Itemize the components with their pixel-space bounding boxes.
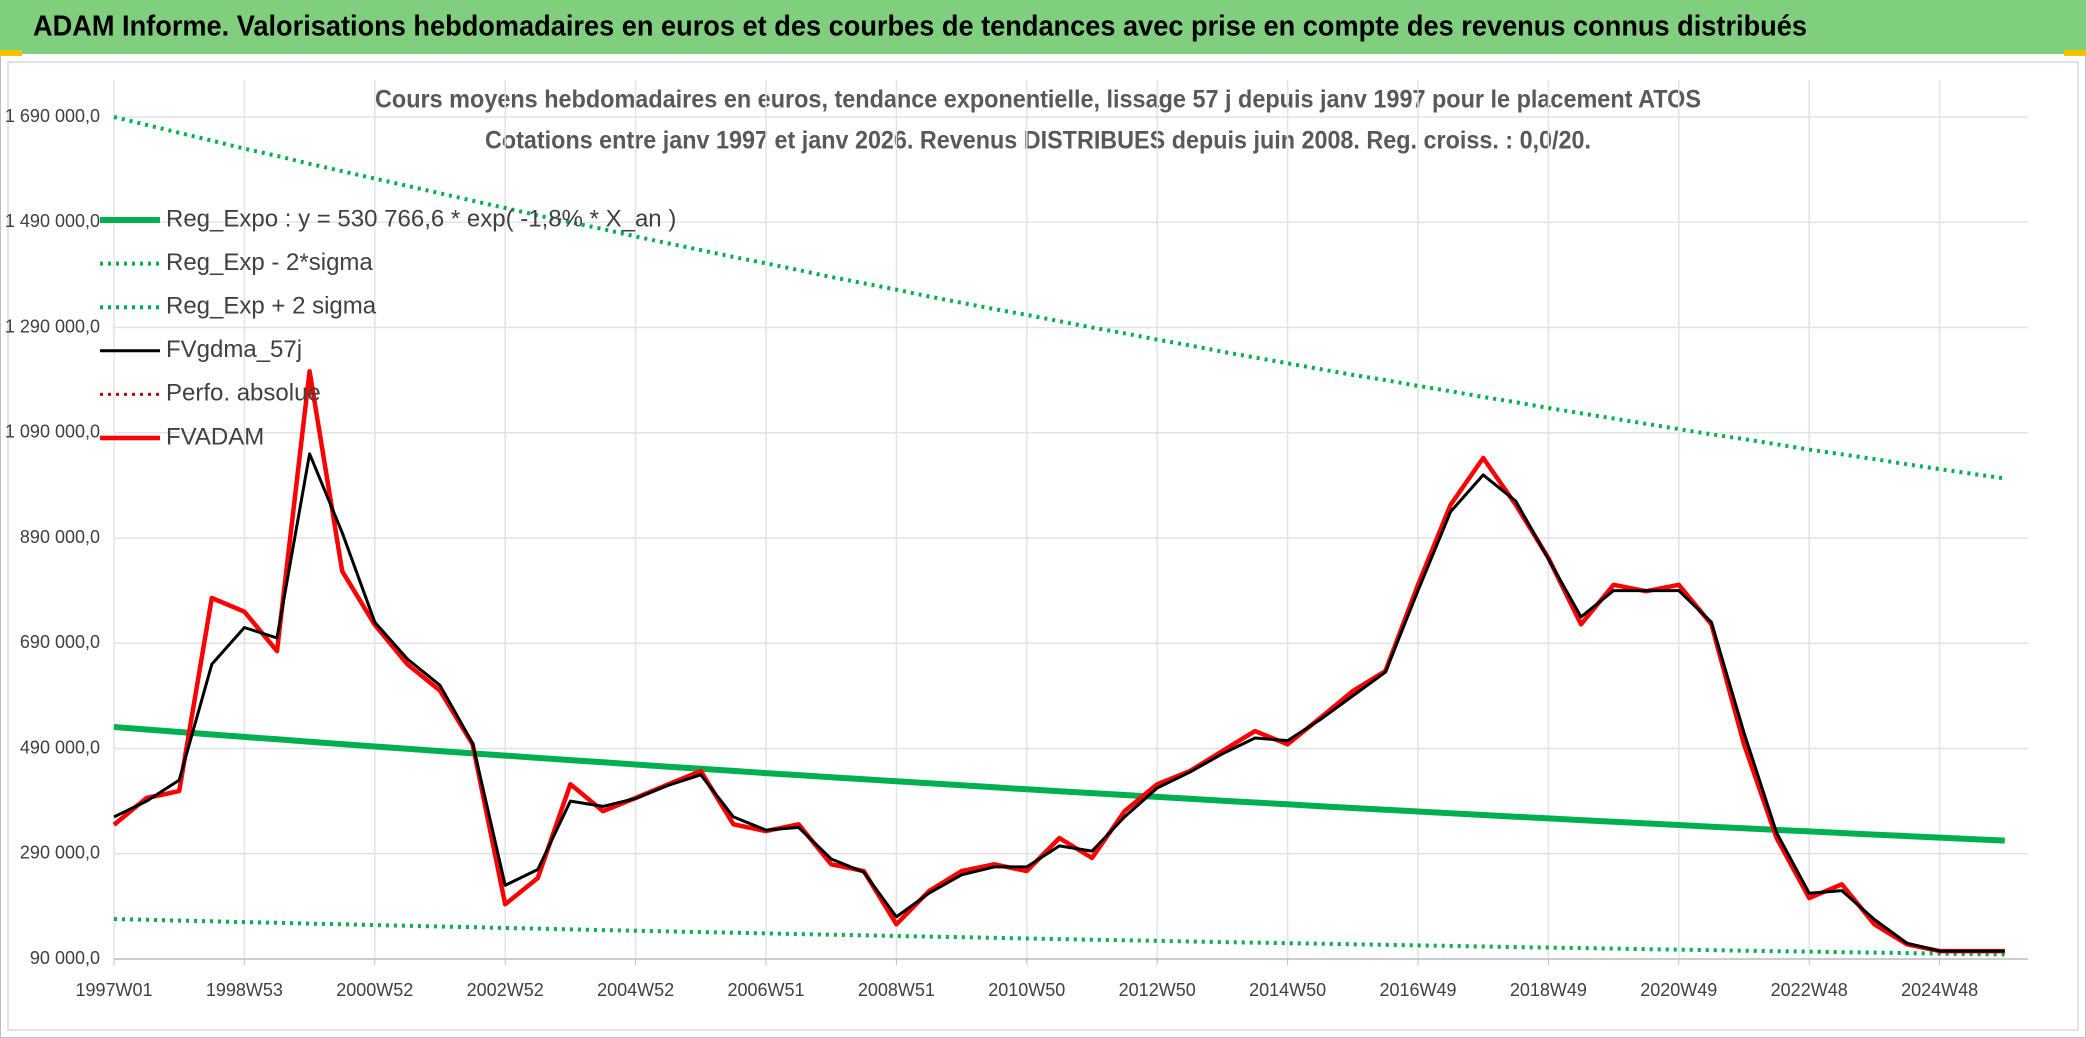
x-tick-label: 2000W52 — [336, 980, 413, 1000]
y-tick-label: 290 000,0 — [20, 843, 100, 863]
legend-label: Reg_Exp + 2 sigma — [166, 293, 377, 320]
series-line — [113, 917, 2005, 957]
series-line — [113, 724, 2005, 844]
header-bar — [0, 0, 2086, 54]
x-tick-label: 2024W48 — [1901, 980, 1978, 1000]
x-tick-label: 2022W48 — [1771, 980, 1848, 1000]
y-tick-label: 890 000,0 — [20, 527, 100, 547]
y-tick-label: 1 690 000,0 — [5, 106, 100, 126]
header-title: ADAM Informe. Valorisations hebdomadaire… — [33, 11, 1807, 43]
x-tick-label: 2018W49 — [1510, 980, 1587, 1000]
legend-label: Reg_Exp - 2*sigma — [166, 249, 373, 276]
x-tick-label: 2014W50 — [1249, 980, 1326, 1000]
x-tick-label: 2008W51 — [858, 980, 935, 1000]
chart-frame — [7, 61, 2079, 1031]
y-tick-label: 1 490 000,0 — [5, 211, 100, 231]
chart-subtitle: Cotations entre janv 1997 et janv 2026. … — [485, 127, 1591, 155]
series-line — [113, 452, 2005, 953]
corner — [2064, 50, 2086, 56]
y-tick-label: 1 290 000,0 — [5, 316, 100, 336]
x-tick-label: 2010W50 — [988, 980, 1065, 1000]
chart-title: Cours moyens hebdomadaires en euros, ten… — [375, 86, 1701, 114]
x-tick-label: 2012W50 — [1119, 980, 1196, 1000]
y-tick-label: 690 000,0 — [20, 632, 100, 652]
legend-label: FVgdma_57j — [166, 336, 302, 363]
series-line — [112, 368, 2005, 954]
corner — [0, 50, 22, 56]
y-tick-label: 90 000,0 — [30, 948, 100, 968]
x-tick-label: 2006W51 — [727, 980, 804, 1000]
x-tick-label: 2020W49 — [1640, 980, 1717, 1000]
x-tick-label: 2016W49 — [1379, 980, 1456, 1000]
legend-label: Perfo. absolue — [166, 380, 321, 407]
x-tick-label: 1997W01 — [75, 980, 152, 1000]
x-tick-label: 1998W53 — [206, 980, 283, 1000]
y-tick-label: 1 090 000,0 — [5, 422, 100, 442]
x-tick-label: 2002W52 — [467, 980, 544, 1000]
x-tick-label: 2004W52 — [597, 980, 674, 1000]
legend-label: Reg_Expo : y = 530 766,6 * exp( -1,8% * … — [166, 205, 676, 232]
y-tick-label: 490 000,0 — [20, 737, 100, 757]
legend-label: FVADAM — [166, 423, 264, 450]
